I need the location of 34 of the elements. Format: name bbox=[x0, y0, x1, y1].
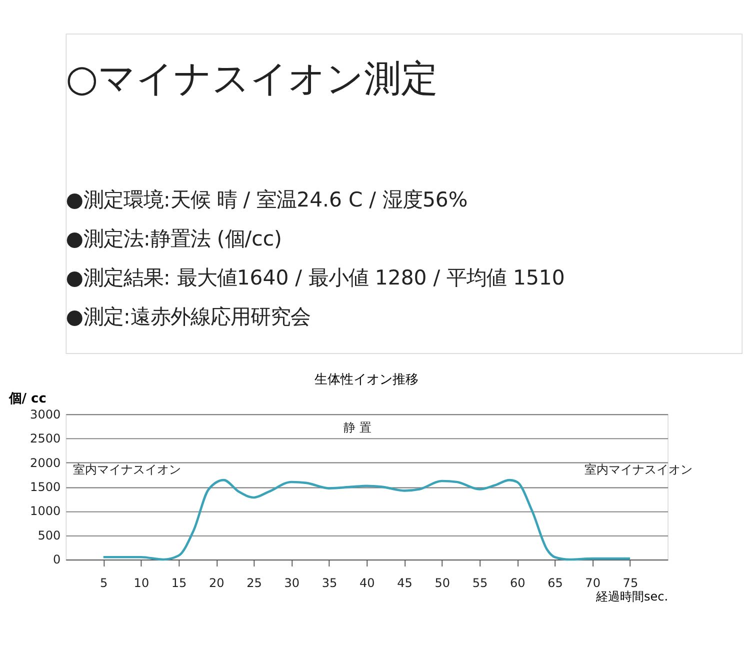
text: ●測定環境:天候 晴 / 室温24.6 C / 湿度56% bbox=[66, 188, 468, 212]
x-tick-label: 30 bbox=[284, 576, 300, 590]
text: ●測定結果: 最大値1640 / 最小値 1280 / 平均値 1510 bbox=[66, 266, 565, 290]
text: ○マイナスイオン測定 bbox=[66, 57, 438, 100]
y-axis-title: 個/ cc bbox=[8, 392, 46, 407]
annotation: 室内マイナスイオン bbox=[73, 462, 182, 476]
line-series bbox=[102, 478, 632, 561]
x-tick-label: 55 bbox=[472, 576, 488, 590]
x-tick-label: 50 bbox=[434, 576, 450, 590]
chart-title: 生体性イオン推移 bbox=[314, 372, 419, 388]
y-tick-label: 0 bbox=[52, 552, 61, 567]
x-tick-label: 15 bbox=[171, 576, 187, 590]
y-tick-label: 500 bbox=[38, 528, 61, 542]
annotation: 室内マイナスイオン bbox=[584, 462, 692, 476]
y-tick-label: 2500 bbox=[30, 432, 61, 446]
y-tick-label: 2000 bbox=[30, 456, 61, 470]
x-tick-label: 25 bbox=[246, 576, 262, 590]
y-tick-label: 1500 bbox=[30, 480, 61, 494]
x-tick-label: 60 bbox=[510, 576, 526, 590]
text: ●測定:遠赤外線応用研究会 bbox=[66, 304, 310, 328]
x-tick-label: 10 bbox=[134, 576, 150, 590]
x-tick-label: 40 bbox=[359, 576, 375, 590]
text: ●測定法:静置法 (個/cc) bbox=[66, 226, 282, 251]
x-tick-label: 35 bbox=[322, 576, 338, 590]
x-tick-label: 70 bbox=[585, 576, 600, 590]
y-tick-label: 3000 bbox=[30, 407, 61, 422]
annotation: 静 置 bbox=[344, 420, 372, 435]
x-tick-label: 5 bbox=[100, 576, 108, 590]
x-tick-label: 45 bbox=[397, 576, 412, 590]
x-tick-label: 75 bbox=[622, 576, 638, 590]
x-tick-label: 20 bbox=[209, 576, 224, 590]
x-axis-title: 経過時間sec. bbox=[594, 590, 668, 604]
x-tick-label: 65 bbox=[548, 576, 563, 590]
y-tick-label: 1000 bbox=[30, 504, 61, 518]
